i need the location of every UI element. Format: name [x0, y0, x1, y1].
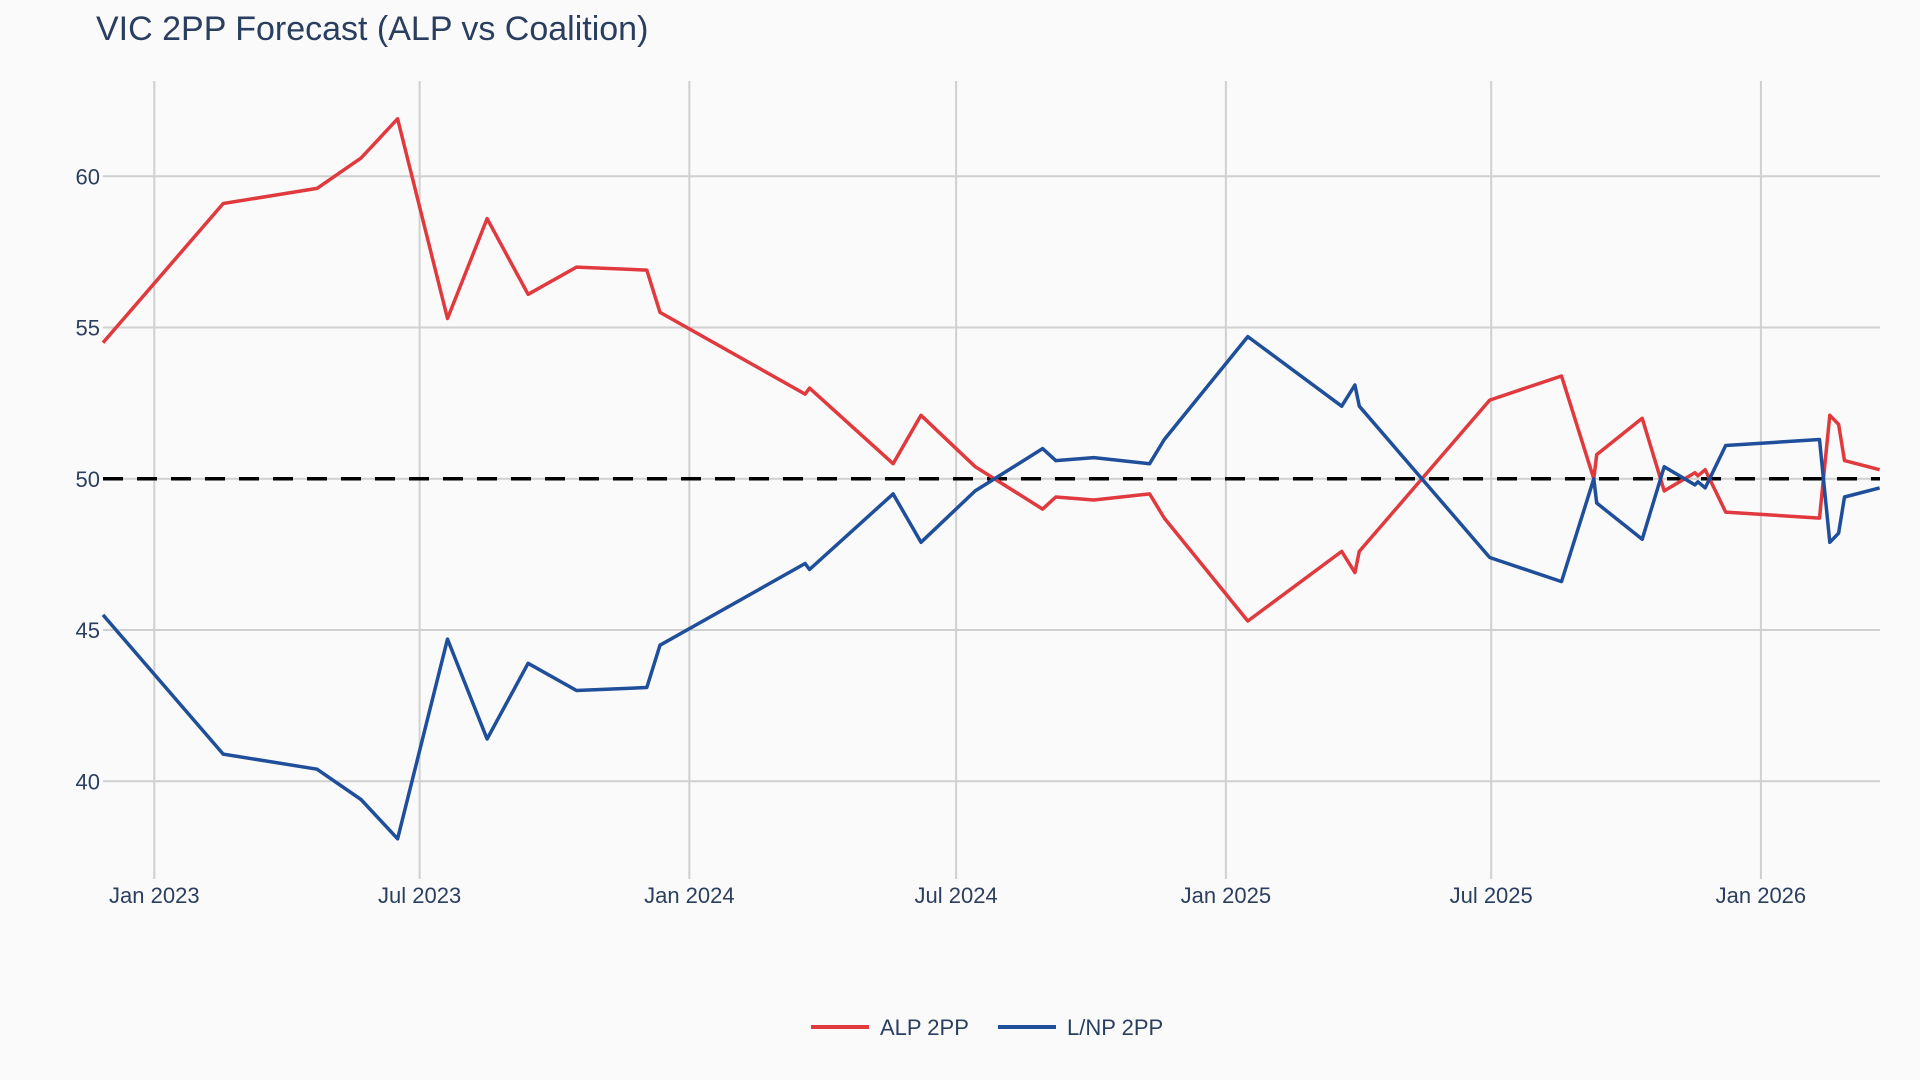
x-tick-label: Jan 2024: [644, 883, 735, 908]
y-tick-label: 55: [76, 316, 100, 341]
y-tick-label: 40: [76, 769, 100, 794]
legend[interactable]: ALP 2PP L/NP 2PP: [811, 1015, 1163, 1040]
x-axis-ticks: Jan 2023 Jul 2023 Jan 2024 Jul 2024 Jan 2025…: [109, 883, 1806, 908]
y-tick-label: 50: [76, 467, 100, 492]
y-axis-ticks: 40 45 50 55 60: [76, 164, 100, 794]
x-tick-label: Jul 2024: [915, 883, 998, 908]
x-tick-label: Jan 2025: [1181, 883, 1272, 908]
x-tick-label: Jan 2023: [109, 883, 200, 908]
x-tick-label: Jan 2026: [1716, 883, 1807, 908]
y-tick-label: 45: [76, 618, 100, 643]
y-tick-label: 60: [76, 164, 100, 189]
series-line-lnp[interactable]: [101, 334, 1881, 841]
x-tick-label: Jul 2023: [378, 883, 461, 908]
legend-label-lnp[interactable]: L/NP 2PP: [1067, 1015, 1163, 1040]
series-lines: [101, 117, 1881, 841]
chart-title: VIC 2PP Forecast (ALP vs Coalition): [96, 10, 648, 48]
series-line-alp[interactable]: [101, 117, 1881, 623]
x-tick-label: Jul 2025: [1450, 883, 1533, 908]
legend-label-alp[interactable]: ALP 2PP: [880, 1015, 969, 1040]
